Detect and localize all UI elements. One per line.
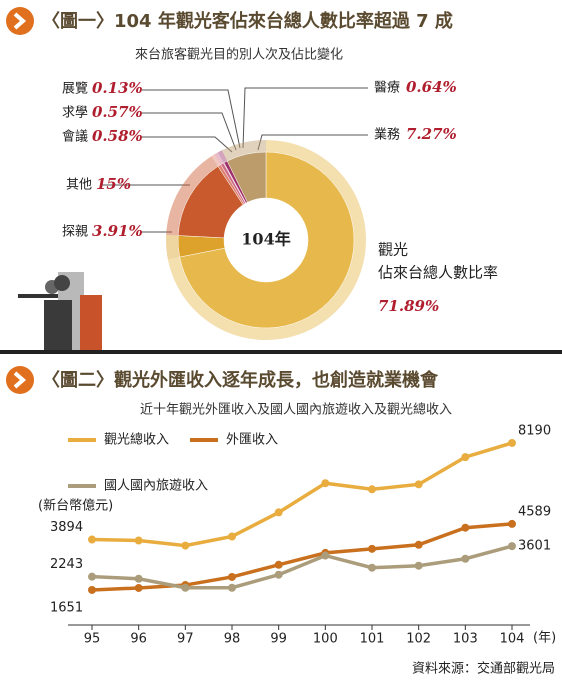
series-point xyxy=(134,536,143,545)
data-label: 3894 xyxy=(50,520,83,535)
legend-label: 國人國內旅遊收入 xyxy=(104,479,208,494)
x-axis-unit: (年) xyxy=(533,631,556,646)
series-point xyxy=(414,540,423,549)
x-tick-label: 97 xyxy=(177,632,194,647)
pie-slice-outer xyxy=(166,234,180,260)
x-tick-label: 100 xyxy=(313,632,338,647)
data-label: 3601 xyxy=(518,539,551,554)
slice-name: 醫療 xyxy=(374,81,400,96)
data-label: 1651 xyxy=(50,600,83,615)
series-point xyxy=(134,583,143,592)
series-point xyxy=(508,519,516,528)
series-point xyxy=(274,570,283,579)
series-line xyxy=(91,441,513,548)
slice-name: 會議 xyxy=(62,130,88,145)
slice-value-label: 0.64% xyxy=(406,78,457,96)
pie-slice xyxy=(179,151,355,329)
series-point xyxy=(461,523,470,532)
series-point xyxy=(414,561,423,570)
series-point xyxy=(274,508,283,517)
pie-slice-outer xyxy=(221,140,266,162)
series-point xyxy=(88,585,96,594)
series-point xyxy=(368,563,376,572)
series-point xyxy=(461,554,470,563)
x-tick-label: 102 xyxy=(406,632,431,647)
series-point xyxy=(88,572,96,581)
chart-title: 〈圖一〉104 年觀光客佔來台總人數比率超過 7 成 xyxy=(42,10,453,32)
series-line xyxy=(91,544,513,590)
x-tick-label: 104 xyxy=(500,632,525,647)
y-axis-label: (新台幣億元) xyxy=(38,498,113,514)
highlight-subtitle: 佔來台總人數比率 xyxy=(378,264,498,282)
x-tick-label: 101 xyxy=(360,632,385,647)
pie-slice-outer xyxy=(217,152,225,163)
series-point xyxy=(134,574,143,583)
header-icon-arrow xyxy=(13,371,27,389)
slice-value-label: 3.91% xyxy=(92,222,143,240)
series-point xyxy=(461,453,470,462)
legend-label: 觀光總收入 xyxy=(104,432,169,448)
series-point xyxy=(228,572,236,581)
series-point xyxy=(321,479,330,488)
highlight-value-label: 71.89% xyxy=(378,297,439,315)
x-tick-label: 95 xyxy=(84,632,101,647)
series-point xyxy=(88,535,96,544)
slice-value-label: 0.58% xyxy=(92,127,143,145)
slice-name: 展覽 xyxy=(62,82,88,97)
slice-name: 業務 xyxy=(374,127,400,143)
series-line xyxy=(91,522,513,592)
highlight-name: 觀光 xyxy=(378,241,408,259)
slice-name: 其他 xyxy=(66,178,92,193)
buildings-illustration xyxy=(18,272,102,350)
series-point xyxy=(181,583,190,592)
slice-name: 求學 xyxy=(62,106,88,121)
pie-slice-outer xyxy=(214,152,224,165)
series-point xyxy=(321,551,330,560)
series-point xyxy=(508,542,516,551)
leader-lines xyxy=(102,87,368,233)
chart-title: 〈圖二〉觀光外匯收入逐年成長，也創造就業機會 xyxy=(42,369,439,391)
slice-value-label: 7.27% xyxy=(406,125,457,143)
series-point xyxy=(228,583,236,592)
pie-slice xyxy=(226,151,267,203)
data-label: 8190 xyxy=(518,423,551,438)
series-point xyxy=(368,544,376,553)
series-point xyxy=(414,480,423,489)
x-tick-label: 99 xyxy=(270,632,287,647)
x-tick-label: 98 xyxy=(224,632,241,647)
chart-subtitle: 來台旅客觀光目的別人次及佔比變化 xyxy=(135,47,343,63)
chart-subtitle: 近十年觀光外匯收入及國人國內旅遊收入及觀光總收入 xyxy=(140,402,452,418)
series-point xyxy=(181,541,190,550)
series-point xyxy=(508,438,516,447)
slice-value-label: 0.57% xyxy=(92,103,143,121)
pie-slice-outer xyxy=(211,154,221,167)
source-note: 資料來源：交通部觀光局 xyxy=(412,661,555,677)
slice-name: 探親 xyxy=(62,225,88,240)
x-tick-label: 103 xyxy=(453,632,478,647)
data-label: 2243 xyxy=(50,557,83,572)
header-icon-arrow xyxy=(13,12,27,30)
slice-value-label: 15% xyxy=(96,175,131,193)
slice-value-label: 0.13% xyxy=(92,79,143,97)
x-tick-label: 96 xyxy=(130,632,147,647)
series-point xyxy=(368,485,376,494)
legend-label: 外匯收入 xyxy=(226,433,278,448)
center-label: 104年 xyxy=(241,230,290,249)
series-point xyxy=(228,532,236,541)
series-point xyxy=(274,560,283,569)
pie-slice-outer xyxy=(218,150,228,163)
data-label: 4589 xyxy=(518,504,551,519)
pie-slice-outer xyxy=(166,156,218,236)
